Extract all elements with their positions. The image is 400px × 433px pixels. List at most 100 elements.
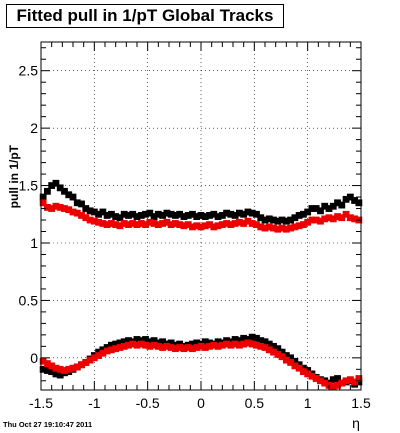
y-tick-label: 1.5 <box>19 178 39 194</box>
data-point <box>231 340 239 348</box>
data-point <box>244 336 252 343</box>
y-tick-label: 2.5 <box>19 63 39 79</box>
data-point <box>295 364 303 372</box>
data-point <box>351 197 358 204</box>
data-point <box>300 368 307 376</box>
data-point <box>103 347 111 355</box>
data-point <box>129 220 137 227</box>
chart-title: Fitted pull in 1/pT Global Tracks <box>6 4 284 28</box>
data-point <box>44 360 51 367</box>
data-point <box>287 359 294 366</box>
data-point <box>112 345 120 353</box>
data-point <box>116 339 124 347</box>
data-point <box>248 340 256 348</box>
data-point <box>120 220 128 227</box>
x-tick-label: 0 <box>197 395 205 411</box>
data-point <box>52 370 60 378</box>
data-point <box>163 218 171 226</box>
data-point <box>120 210 128 218</box>
data-point <box>48 362 56 370</box>
data-point <box>150 341 158 349</box>
data-point <box>282 352 290 359</box>
data-point <box>167 210 175 218</box>
data-point <box>48 182 56 189</box>
data-point <box>69 193 77 201</box>
x-tick-label: 1.5 <box>351 395 371 411</box>
data-point <box>176 221 184 229</box>
data-point <box>312 375 320 382</box>
data-layer <box>39 179 363 390</box>
data-point <box>206 339 213 347</box>
data-point <box>300 221 307 229</box>
data-point <box>65 191 73 199</box>
data-point <box>223 209 230 217</box>
y-tick-label: 1 <box>30 235 38 251</box>
data-point <box>154 339 162 347</box>
data-point <box>231 220 239 227</box>
data-point <box>317 217 324 225</box>
data-point <box>223 340 230 348</box>
data-point <box>197 223 205 231</box>
data-point <box>180 345 188 353</box>
data-point <box>52 179 60 187</box>
data-point <box>338 214 346 222</box>
data-point <box>295 222 303 230</box>
y-tick-label: 0.5 <box>19 292 39 308</box>
data-point <box>133 221 141 229</box>
data-point <box>210 223 218 231</box>
data-point <box>86 207 94 215</box>
data-point <box>56 371 64 379</box>
data-point <box>99 349 107 357</box>
data-point <box>308 216 316 224</box>
data-point <box>346 214 354 222</box>
data-point <box>172 341 179 349</box>
data-point <box>236 337 243 345</box>
data-point <box>65 365 73 373</box>
data-point <box>154 210 162 218</box>
data-point <box>86 356 94 364</box>
data-point <box>265 223 273 231</box>
data-point <box>274 345 282 353</box>
data-point <box>56 184 64 192</box>
data-point <box>167 221 175 229</box>
data-point <box>103 344 111 351</box>
data-point <box>334 382 341 389</box>
data-point <box>214 222 222 230</box>
data-point <box>142 341 149 349</box>
data-point <box>317 377 324 385</box>
data-point <box>133 341 141 349</box>
data-point <box>108 346 115 354</box>
data-point <box>274 225 282 233</box>
data-point <box>86 216 94 224</box>
data-point <box>142 336 149 343</box>
data-point <box>137 340 145 348</box>
data-point <box>265 346 273 354</box>
data-point <box>95 218 102 226</box>
data-point <box>137 212 145 219</box>
data-point <box>317 207 324 215</box>
data-point <box>231 212 239 219</box>
data-point <box>52 364 60 372</box>
data-point <box>274 350 282 358</box>
data-point <box>308 372 316 380</box>
data-point <box>329 202 337 210</box>
data-point <box>65 206 73 214</box>
data-point <box>265 215 273 223</box>
data-point <box>73 209 81 217</box>
data-point <box>351 378 358 386</box>
data-point <box>257 342 265 350</box>
data-point <box>295 361 303 369</box>
data-point <box>304 218 312 226</box>
data-point <box>206 221 213 229</box>
data-point <box>236 218 243 226</box>
data-point <box>351 215 358 223</box>
data-point <box>154 342 162 350</box>
timestamp-footer: Thu Oct 27 19:10:47 2011 <box>3 420 93 429</box>
data-point <box>90 354 98 362</box>
data-point <box>78 212 85 219</box>
data-point <box>270 348 277 356</box>
data-point <box>167 339 175 347</box>
data-point <box>163 209 171 217</box>
data-point <box>137 337 145 345</box>
data-point <box>214 213 222 220</box>
